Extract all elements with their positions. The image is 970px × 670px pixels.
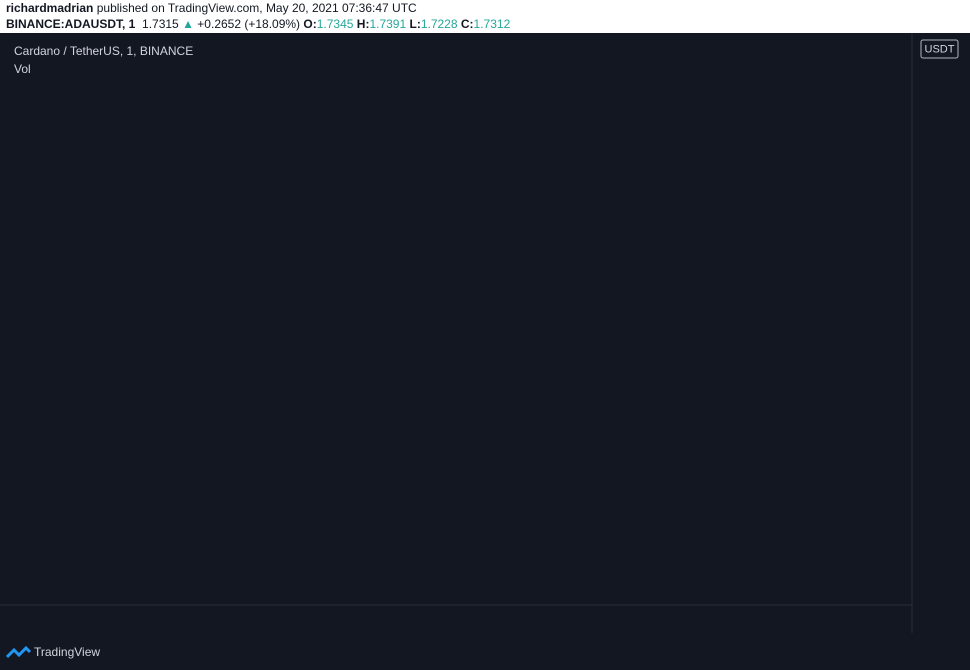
ohlc-label: H:: [356, 17, 370, 31]
legend-title: Cardano / TetherUS, 1, BINANCE: [14, 44, 193, 58]
ohlc-value: 1.7312: [473, 17, 511, 31]
currency: USDT: [925, 43, 955, 55]
logo: [6, 645, 32, 659]
chart: Cardano / TetherUS, 1, BINANCE Vol USDT: [0, 33, 970, 637]
footer: TradingView: [0, 637, 970, 670]
ohlc-value: 1.7228: [420, 17, 458, 31]
ohlc-label: C:: [460, 17, 474, 31]
ohlc-label: L:: [409, 17, 421, 31]
arrow: ▲: [182, 17, 194, 31]
symbol-line: BINANCE:ADAUSDT, 1 1.7315 ▲ +0.2652 (+18…: [6, 17, 510, 31]
ohlc: O:1.7345 H:1.7391 L:1.7228 C:1.7312: [303, 17, 510, 31]
ohlc-label: O:: [303, 17, 317, 31]
publish-line: richardmadrian published on TradingView.…: [6, 1, 417, 15]
ohlc-value: 1.7391: [369, 17, 407, 31]
published: published on TradingView.com, May 20, 20…: [96, 1, 417, 15]
brand: TradingView: [34, 645, 101, 659]
currency-box: [920, 39, 959, 59]
ohlc-value: 1.7345: [316, 17, 354, 31]
symbol: BINANCE:ADAUSDT, 1: [6, 17, 136, 31]
chart-bg: [0, 33, 970, 637]
author: richardmadrian: [6, 1, 94, 15]
change: +0.2652 (+18.09%): [197, 17, 301, 31]
publish-header: richardmadrian published on TradingView.…: [0, 0, 970, 33]
volume-label: Vol: [14, 62, 31, 76]
last: 1.7315: [142, 17, 179, 31]
